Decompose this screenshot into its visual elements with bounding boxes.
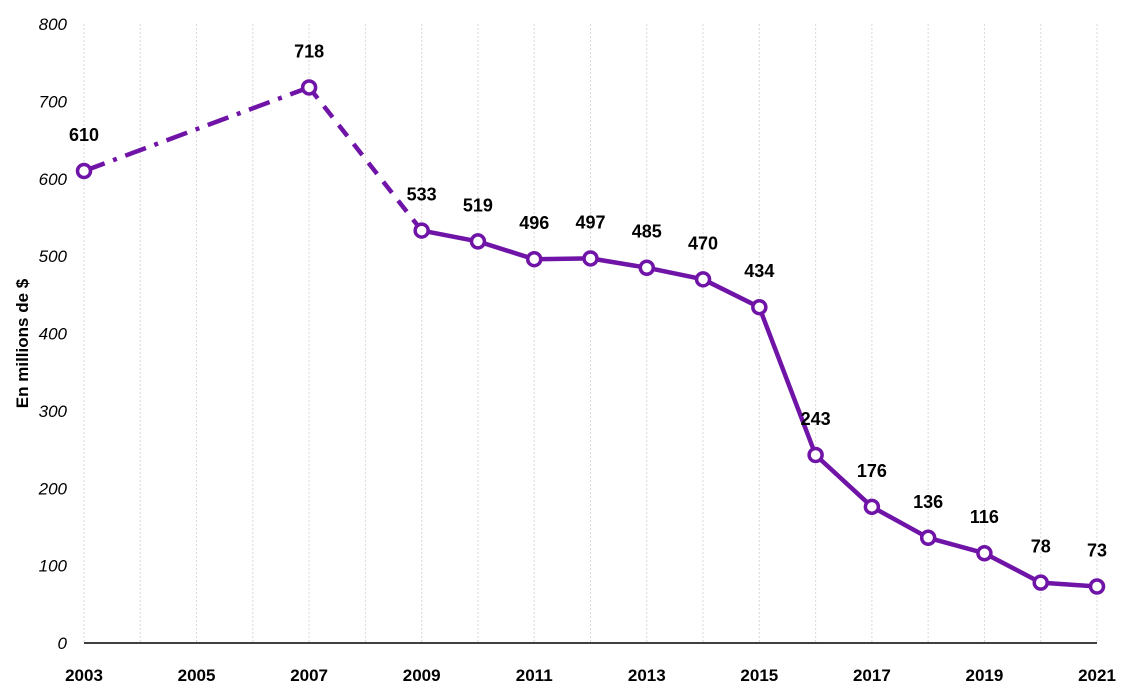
data-label: 116 bbox=[970, 507, 999, 527]
data-point bbox=[413, 222, 430, 239]
gridlines bbox=[83, 24, 1098, 643]
data-point bbox=[469, 233, 487, 250]
y-tick-label: 400 bbox=[39, 325, 68, 344]
data-label: 243 bbox=[801, 409, 831, 429]
data-point bbox=[638, 259, 656, 276]
data-label: 73 bbox=[1087, 541, 1107, 561]
data-label: 434 bbox=[744, 261, 774, 281]
y-tick-label: 500 bbox=[39, 247, 68, 266]
data-point bbox=[582, 250, 599, 267]
data-point bbox=[300, 79, 318, 96]
data-point bbox=[863, 498, 881, 516]
x-tick-label: 2009 bbox=[403, 666, 441, 685]
data-point bbox=[75, 162, 93, 180]
x-tick-label: 2011 bbox=[516, 666, 553, 685]
y-tick-label: 600 bbox=[39, 170, 68, 189]
y-axis-ticks: 0 100 200 300 400 500 600 700 800 bbox=[38, 15, 68, 653]
y-tick-label: 100 bbox=[39, 557, 68, 576]
data-label: 497 bbox=[575, 212, 605, 232]
x-tick-label: 2013 bbox=[628, 666, 666, 685]
series-line-dash-dot bbox=[83, 85, 310, 174]
data-point bbox=[1088, 578, 1106, 595]
x-tick-label: 2007 bbox=[290, 666, 328, 685]
data-point bbox=[1032, 574, 1049, 591]
data-label: 136 bbox=[913, 492, 943, 512]
x-tick-label: 2003 bbox=[65, 666, 103, 685]
x-tick-label: 2021 bbox=[1078, 666, 1116, 685]
y-tick-label: 800 bbox=[39, 15, 68, 34]
data-label: 519 bbox=[463, 195, 493, 215]
data-label: 485 bbox=[632, 222, 662, 242]
series-line-dashed bbox=[307, 86, 424, 232]
data-label: 470 bbox=[688, 233, 718, 253]
x-axis-ticks: 2003 2005 2007 2009 2011 2013 2015 2017 2019 2021 bbox=[65, 666, 1116, 685]
y-axis-label: En millions de $ bbox=[13, 278, 32, 408]
x-tick-label: 2005 bbox=[178, 666, 216, 685]
x-tick-label: 2019 bbox=[966, 666, 1004, 685]
y-tick-label: 200 bbox=[38, 479, 68, 498]
data-point bbox=[751, 298, 768, 316]
x-tick-label: 2015 bbox=[740, 666, 778, 685]
data-label: 78 bbox=[1031, 537, 1051, 557]
data-point bbox=[919, 529, 937, 547]
series-markers bbox=[75, 79, 1106, 595]
data-label: 533 bbox=[407, 185, 437, 205]
data-label: 496 bbox=[519, 213, 549, 233]
y-tick-label: 0 bbox=[58, 634, 68, 653]
x-tick-label: 2017 bbox=[853, 666, 891, 685]
data-point bbox=[807, 446, 824, 464]
data-label: 610 bbox=[69, 125, 99, 145]
data-point bbox=[976, 544, 993, 562]
data-label: 176 bbox=[857, 461, 887, 481]
y-tick-label: 700 bbox=[39, 92, 68, 111]
data-point bbox=[694, 271, 712, 288]
data-point bbox=[525, 250, 543, 268]
data-labels: 610 718 533 519 496 497 485 470 434 243 176 136 116 7… bbox=[69, 41, 1107, 560]
data-label: 718 bbox=[294, 41, 324, 61]
y-tick-label: 300 bbox=[39, 402, 68, 421]
